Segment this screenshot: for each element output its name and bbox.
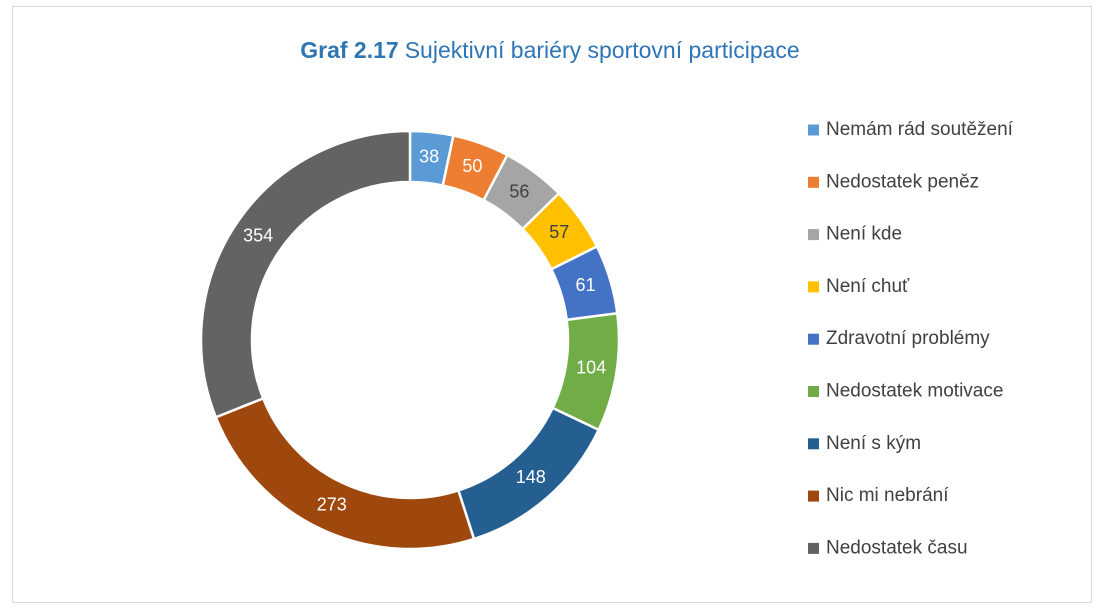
data-label: 148 <box>516 467 546 487</box>
data-label: 56 <box>509 181 529 201</box>
legend-swatch <box>808 490 819 502</box>
legend-swatch <box>808 229 819 241</box>
data-label: 61 <box>576 275 596 295</box>
data-label: 50 <box>462 156 482 176</box>
data-label: 273 <box>317 495 347 515</box>
legend-label: Není kde <box>826 224 902 245</box>
data-label: 104 <box>576 358 606 378</box>
legend-label: Nedostatek peněz <box>826 171 979 192</box>
legend-swatch <box>808 124 819 136</box>
legend-label: Není s kým <box>826 433 921 454</box>
legend-label: Nedostatek motivace <box>826 381 1003 402</box>
legend-swatch <box>808 333 819 345</box>
legend-swatch <box>808 542 819 554</box>
title-text: Sujektivní bariéry sportovní participace <box>405 37 800 63</box>
data-label: 354 <box>243 226 273 246</box>
legend-swatch <box>808 386 819 397</box>
data-label: 38 <box>419 146 439 166</box>
donut-segment <box>199 129 412 419</box>
legend-swatch <box>808 176 819 188</box>
legend-label: Zdravotní problémy <box>826 328 990 349</box>
legend-label: Není chuť <box>826 276 910 297</box>
legend-swatch <box>808 438 819 450</box>
data-label: 57 <box>549 222 569 242</box>
legend-swatch <box>808 281 819 293</box>
title-prefix: Graf 2.17 <box>300 37 398 63</box>
chart-title: Graf 2.17 Sujektivní bariéry sportovní pa… <box>300 37 799 63</box>
legend-label: Nemám rád soutěžení <box>826 119 1014 140</box>
legend-label: Nic mi nebrání <box>826 485 949 506</box>
chart-frame <box>12 6 1092 603</box>
legend-label: Nedostatek času <box>826 537 968 558</box>
